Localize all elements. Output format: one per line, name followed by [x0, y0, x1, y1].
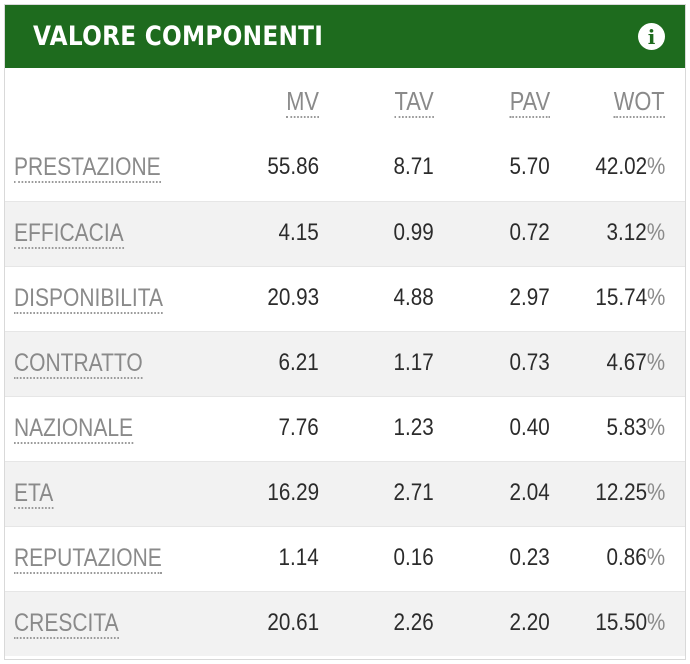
cell-pav: 0.40 [509, 414, 550, 441]
row-label[interactable]: REPUTAZIONE [14, 544, 162, 574]
percent-sign: % [646, 414, 665, 441]
table-row: EFFICACIA 4.15 0.99 0.72 3.12% [5, 201, 685, 266]
cell-tav: 4.88 [393, 284, 434, 311]
cell-mv: 6.21 [278, 349, 319, 376]
table-row: DISPONIBILITA 20.93 4.88 2.97 15.74% [5, 266, 685, 331]
row-label[interactable]: EFFICACIA [14, 219, 124, 249]
cell-wot: 5.83% [606, 414, 665, 442]
row-label[interactable]: NAZIONALE [14, 414, 134, 444]
cell-tav: 0.16 [393, 544, 434, 571]
cell-tav: 2.26 [393, 609, 434, 636]
wot-value: 15.74 [594, 284, 647, 311]
cell-mv: 4.15 [278, 219, 319, 246]
panel-title: VALORE COMPONENTI [33, 21, 324, 52]
table-row: NAZIONALE 7.76 1.23 0.40 5.83% [5, 396, 685, 461]
cell-wot: 0.86% [606, 544, 665, 572]
table-row: PRESTAZIONE 55.86 8.71 5.70 42.02% [5, 136, 685, 201]
cell-wot: 15.50% [595, 609, 665, 637]
row-label[interactable]: CRESCITA [14, 609, 119, 639]
cell-mv: 55.86 [267, 153, 319, 180]
row-label[interactable]: DISPONIBILITA [14, 284, 163, 314]
percent-sign: % [646, 284, 665, 311]
percent-sign: % [646, 349, 665, 376]
cell-tav: 1.23 [393, 414, 434, 441]
table-row: CRESCITA 20.61 2.26 2.20 15.50% [5, 591, 685, 656]
cell-pav: 2.04 [509, 479, 550, 506]
cell-mv: 20.93 [267, 284, 319, 311]
wot-value: 3.12 [606, 219, 647, 246]
wot-value: 15.50 [594, 609, 647, 636]
table-row: CONTRATTO 6.21 1.17 0.73 4.67% [5, 331, 685, 396]
cell-wot: 3.12% [606, 219, 665, 247]
column-header-tav[interactable]: TAV [394, 86, 434, 118]
cell-mv: 1.14 [278, 544, 319, 571]
component-value-panel: VALORE COMPONENTI i MV TAV PAV WOT PREST… [4, 4, 686, 660]
cell-tav: 1.17 [393, 349, 434, 376]
wot-value: 42.02 [594, 153, 647, 180]
table-row: REPUTAZIONE 1.14 0.16 0.23 0.86% [5, 526, 685, 591]
column-header-pav[interactable]: PAV [509, 86, 550, 118]
percent-sign: % [646, 153, 665, 180]
cell-mv: 20.61 [267, 609, 319, 636]
cell-pav: 2.20 [509, 609, 550, 636]
cell-mv: 7.76 [278, 414, 319, 441]
percent-sign: % [646, 609, 665, 636]
cell-tav: 8.71 [393, 153, 434, 180]
cell-mv: 16.29 [267, 479, 319, 506]
cell-pav: 0.23 [509, 544, 550, 571]
cell-wot: 12.25% [595, 479, 665, 507]
cell-wot: 42.02% [595, 153, 665, 181]
column-header-wot[interactable]: WOT [614, 86, 665, 118]
cell-wot: 15.74% [595, 284, 665, 312]
panel-header: VALORE COMPONENTI i [5, 5, 685, 68]
percent-sign: % [646, 479, 665, 506]
cell-pav: 0.73 [509, 349, 550, 376]
table-body: PRESTAZIONE 55.86 8.71 5.70 42.02% EFFIC… [5, 136, 685, 656]
column-header-mv[interactable]: MV [286, 86, 319, 118]
table-row: ETA 16.29 2.71 2.04 12.25% [5, 461, 685, 526]
table-header: MV TAV PAV WOT [5, 68, 685, 136]
wot-value: 5.83 [606, 414, 647, 441]
cell-pav: 5.70 [509, 153, 550, 180]
row-label[interactable]: PRESTAZIONE [14, 153, 161, 183]
cell-tav: 2.71 [393, 479, 434, 506]
cell-wot: 4.67% [606, 349, 665, 377]
percent-sign: % [646, 219, 665, 246]
cell-tav: 0.99 [393, 219, 434, 246]
info-icon[interactable]: i [638, 23, 665, 50]
row-label[interactable]: CONTRATTO [14, 349, 143, 379]
wot-value: 12.25 [594, 479, 647, 506]
cell-pav: 2.97 [509, 284, 550, 311]
row-label[interactable]: ETA [14, 479, 54, 509]
percent-sign: % [646, 544, 665, 571]
cell-pav: 0.72 [509, 219, 550, 246]
wot-value: 4.67 [606, 349, 647, 376]
wot-value: 0.86 [606, 544, 647, 571]
